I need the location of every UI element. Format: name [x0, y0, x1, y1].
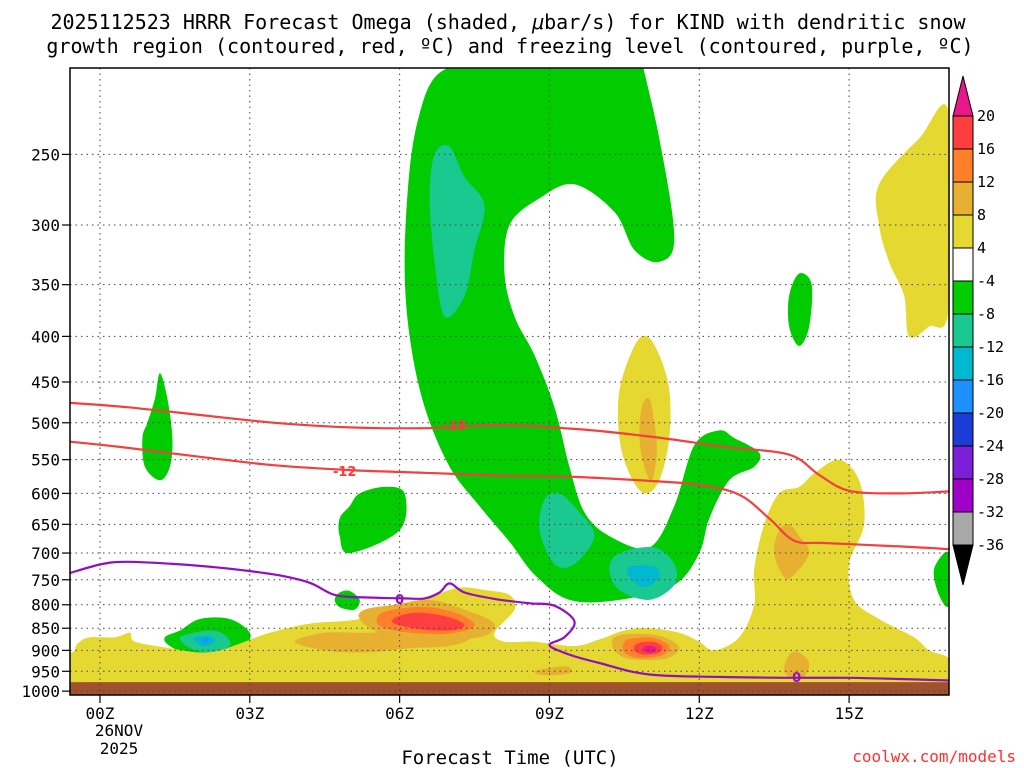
colorbar-bin: [952, 280, 974, 315]
y-tick-label: 750: [31, 571, 60, 590]
colorbar-label: 16: [977, 140, 995, 158]
colorbar-label: 12: [977, 173, 995, 191]
omega-region--20-13: [202, 637, 209, 643]
colorbar-bin: [952, 379, 974, 414]
colorbar-bin: [952, 445, 974, 480]
colorbar-label: 8: [977, 206, 986, 224]
omega-region-8-22: [784, 651, 810, 680]
freezing-level-label: 0: [395, 593, 404, 608]
colorbar-bin: [952, 214, 974, 249]
colorbar-label: 20: [977, 107, 995, 125]
date-label-day: 26NOV: [95, 721, 144, 740]
colorbar-label: -12: [977, 338, 1004, 356]
y-tick-label: 250: [31, 145, 60, 164]
omega-region-16-26: [392, 612, 465, 631]
omega-region-4-14: [70, 459, 949, 686]
colorbar-bin: [952, 478, 974, 513]
chart-title-mu: μ: [531, 10, 544, 34]
y-tick-label: 700: [31, 544, 60, 563]
colorbar-bin: [952, 247, 974, 282]
colorbar-label: 4: [977, 239, 986, 257]
x-tick-label: 00Z: [86, 704, 115, 723]
y-tick-label: 300: [31, 216, 60, 235]
y-tick-label: 900: [31, 641, 60, 660]
colorbar-bottom-arrow: [952, 544, 974, 586]
omega-region--12-8: [539, 492, 595, 568]
minus-12-isotherm-label: -12: [333, 465, 357, 480]
y-tick-label: 350: [31, 276, 60, 295]
omega-region--8-5: [787, 273, 813, 346]
y-axis: 250 300 350 400 450 500 550 600 650 700 750 800 850 9…: [21, 145, 70, 701]
colorbar-label: -24: [977, 437, 1004, 455]
minus-12-isotherm: [70, 440, 949, 551]
chart-title-part1: 2025112523 HRRR Forecast Omega (shaded,: [50, 10, 532, 34]
grid-lines: [70, 68, 949, 695]
x-tick-label: 12Z: [685, 704, 714, 723]
colorbar-label: -4: [977, 272, 995, 290]
x-tick-label: 06Z: [385, 704, 414, 723]
y-tick-label: 650: [31, 515, 60, 534]
freezing-level: [70, 560, 949, 682]
omega-region--8-1: [404, 68, 761, 603]
omega-region-8-23: [639, 398, 657, 481]
minus-18-isotherm: [70, 401, 949, 495]
colorbar-bin: [952, 313, 974, 348]
colorbar-label: -16: [977, 371, 1004, 389]
freezing-level-label: 0: [792, 671, 801, 686]
chart-title: 2025112523 HRRR Forecast Omega (shaded, …: [50, 10, 966, 34]
omega-region--8-2: [338, 486, 407, 554]
y-tick-label: 600: [31, 484, 60, 503]
colorbar-label: -8: [977, 305, 995, 323]
colorbar-bin: [952, 346, 974, 381]
minus-18-isotherm-label: -18: [443, 419, 467, 434]
omega-region--12-7: [429, 144, 485, 318]
colorbar-label: -32: [977, 503, 1004, 521]
y-tick-label: 850: [31, 619, 60, 638]
x-tick-label: 15Z: [835, 704, 864, 723]
y-tick-label: 1000: [21, 682, 60, 701]
x-tick-label: 03Z: [235, 704, 264, 723]
colorbar-top-arrow: [952, 75, 974, 117]
omega-region-20-28: [643, 645, 657, 653]
date-label-year: 2025: [100, 739, 139, 758]
colorbar-bin: [952, 412, 974, 447]
colorbar-bin: [952, 148, 974, 183]
omega-region-4-16: [875, 104, 949, 338]
ground-layer: [70, 682, 949, 695]
colorbar-bin: [952, 115, 974, 150]
y-tick-label: 400: [31, 327, 60, 346]
x-tick-label: 09Z: [535, 704, 564, 723]
colorbar-bin: [952, 181, 974, 216]
colorbar: 20 16 12 8 4 -4 -8 -12 -16 -20 -24 -28 -32 -36: [952, 75, 1004, 586]
x-axis-label: Forecast Time (UTC): [401, 747, 618, 768]
colorbar-label: -36: [977, 536, 1004, 554]
colorbar-label: -28: [977, 470, 1004, 488]
chart-title-line2: growth region (contoured, red, ºC) and f…: [46, 34, 973, 58]
omega-region--8-6: [933, 551, 949, 607]
x-axis: 00Z 03Z 06Z 09Z 12Z 15Z: [86, 695, 864, 723]
omega-region--16-11: [626, 565, 660, 588]
y-tick-label: 550: [31, 451, 60, 470]
omega-region-8-20: [534, 666, 572, 676]
omega-shading: [70, 68, 949, 686]
chart-title-part2: bar/s) for KIND with dendritic snow: [544, 10, 966, 34]
credit-link[interactable]: coolwx.com/models: [852, 747, 1016, 766]
y-tick-label: 500: [31, 414, 60, 433]
y-tick-label: 450: [31, 373, 60, 392]
temperature-contours: -18 -12 0 0: [70, 401, 949, 686]
omega-region-8-21: [774, 524, 810, 580]
y-tick-label: 800: [31, 596, 60, 615]
y-tick-label: 950: [31, 662, 60, 681]
colorbar-label: -20: [977, 404, 1004, 422]
colorbar-bin: [952, 511, 974, 546]
